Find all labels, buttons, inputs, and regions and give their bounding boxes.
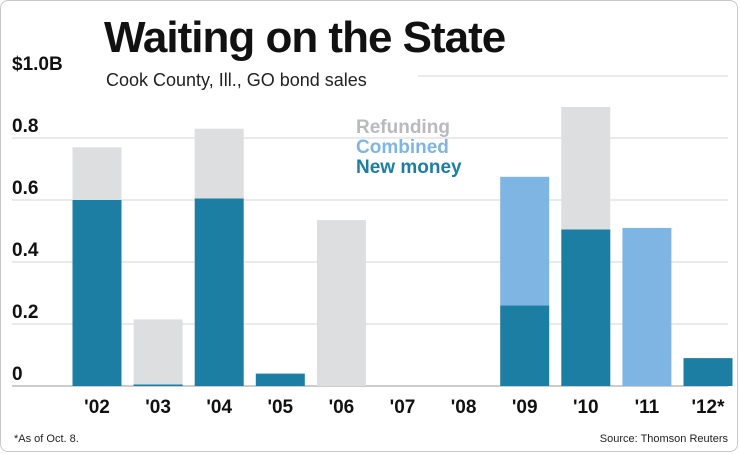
bar-new-money-7 <box>500 305 550 386</box>
bar-refunding-8 <box>561 107 611 230</box>
x-tick-label: '10 <box>573 397 599 418</box>
bar-new-money-1 <box>133 384 183 386</box>
y-tick-label: 0 <box>12 364 23 385</box>
bar-new-money-8 <box>561 229 611 386</box>
x-tick-label: '12* <box>691 397 725 418</box>
x-tick-label: '08 <box>451 397 477 418</box>
y-tick-label: 0.6 <box>12 178 38 199</box>
bar-new-money-2 <box>194 198 244 386</box>
x-tick-label: '11 <box>635 397 660 418</box>
legend-combined: Combined <box>356 137 449 158</box>
x-axis-tick-labels: '02 '03 '04 '05 '06 '07 '08 '09 '10 '11 '12* <box>84 397 725 418</box>
x-tick-label: '03 <box>145 397 171 418</box>
footnote: *As of Oct. 8. <box>14 433 79 445</box>
x-tick-label: '04 <box>206 397 232 418</box>
x-tick-label: '07 <box>390 397 416 418</box>
bar-refunding-2 <box>194 128 244 199</box>
bar-combined-9 <box>622 227 672 386</box>
chart-subtitle: Cook County, Ill., GO bond sales <box>106 70 367 90</box>
x-tick-label: '02 <box>84 397 110 418</box>
bar-refunding-1 <box>133 319 183 385</box>
source-note: Source: Thomson Reuters <box>600 433 729 445</box>
chart-title: Waiting on the State <box>104 13 505 62</box>
y-tick-label: $1.0B <box>12 54 63 75</box>
legend-refunding: Refunding <box>356 117 450 138</box>
bar-refunding-4 <box>316 220 366 386</box>
bar-new-money-10 <box>683 358 733 386</box>
bar-combined-7 <box>500 176 550 306</box>
y-tick-label: 0.2 <box>12 302 38 323</box>
bar-new-money-0 <box>72 200 122 386</box>
x-tick-label: '09 <box>512 397 538 418</box>
x-tick-label: '06 <box>329 397 355 418</box>
y-axis-tick-labels: 0 0.2 0.4 0.6 0.8 $1.0B <box>12 54 63 385</box>
x-tick-label: '05 <box>267 397 293 418</box>
bar-layer <box>72 107 733 386</box>
y-tick-label: 0.4 <box>12 240 39 261</box>
bar-new-money-3 <box>255 373 305 386</box>
bar-refunding-0 <box>72 147 122 200</box>
y-tick-label: 0.8 <box>12 116 38 137</box>
legend-new-money: New money <box>356 157 462 178</box>
